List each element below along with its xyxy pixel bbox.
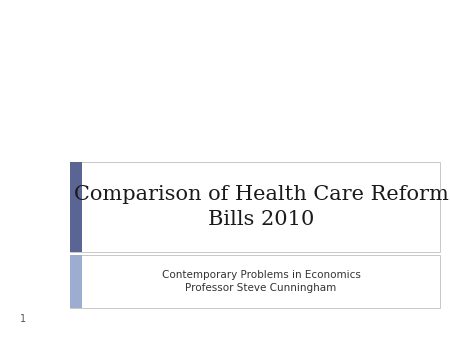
- Text: Contemporary Problems in Economics
Professor Steve Cunningham: Contemporary Problems in Economics Profe…: [162, 270, 360, 293]
- Text: 1: 1: [20, 314, 27, 324]
- Bar: [70, 255, 82, 308]
- Bar: [70, 162, 440, 252]
- Bar: [70, 255, 440, 308]
- Bar: [70, 162, 82, 252]
- Text: Comparison of Health Care Reform
Bills 2010: Comparison of Health Care Reform Bills 2…: [73, 185, 449, 229]
